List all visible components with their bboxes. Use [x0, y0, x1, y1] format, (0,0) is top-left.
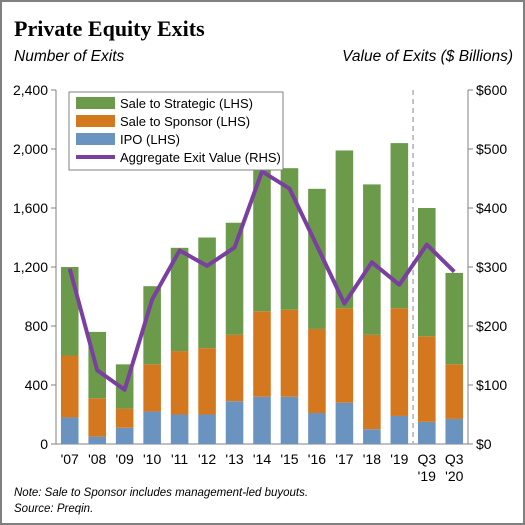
bar-sale-11: [363, 334, 381, 430]
bar-ipo-14: [445, 418, 464, 444]
x-axis-tick-label: '14: [253, 451, 271, 467]
legend-swatch: [76, 115, 115, 127]
legend-label: IPO (LHS): [120, 132, 180, 147]
left-axis-tick-label: 400: [25, 377, 49, 393]
right-axis-tick-label: $500: [476, 141, 507, 157]
bar-sale-7: [253, 311, 271, 397]
x-axis-tick-label: Q3: [445, 451, 464, 467]
bar-ipo-5: [198, 414, 216, 444]
right-axis-tick-label: $400: [476, 200, 507, 216]
bar-sale-13: [418, 208, 436, 337]
bar-sale-12: [390, 308, 409, 416]
bar-sale-0: [60, 267, 79, 356]
bar-ipo-8: [280, 396, 299, 444]
left-axis-tick-label: 2,400: [13, 82, 48, 98]
left-axis-tick-label: 1,200: [13, 259, 48, 275]
bar-ipo-11: [363, 429, 381, 444]
bar-sale-4: [170, 351, 189, 415]
bar-ipo-6: [225, 401, 244, 444]
bar-sale-8: [280, 168, 299, 310]
right-axis-tick-label: $200: [476, 318, 507, 334]
bar-ipo-9: [308, 413, 326, 444]
bar-sale-13: [418, 336, 436, 422]
bar-ipo-1: [88, 436, 106, 444]
right-axis-tick-label: $0: [476, 436, 492, 452]
legend-swatch: [76, 97, 115, 109]
legend-swatch: [76, 133, 115, 145]
x-axis-tick-label: '15: [280, 451, 298, 467]
legend-label: Aggregate Exit Value (RHS): [120, 150, 281, 165]
left-axis-tick-label: 1,600: [13, 200, 48, 216]
bar-sale-8: [280, 309, 299, 397]
right-axis-tick-label: $600: [476, 82, 507, 98]
left-axis-tick-label: 2,000: [13, 141, 48, 157]
chart-source: Source: Preqin.: [14, 503, 94, 515]
right-axis-tick-label: $100: [476, 377, 507, 393]
x-axis-tick-label: '13: [225, 451, 243, 467]
bar-sale-5: [198, 237, 216, 349]
bar-ipo-12: [390, 415, 409, 444]
bar-sale-10: [335, 308, 354, 403]
bar-ipo-2: [115, 427, 134, 444]
left-axis-tick-label: 0: [40, 436, 48, 452]
bar-sale-11: [363, 184, 381, 335]
bar-ipo-7: [253, 396, 271, 444]
bar-sale-9: [308, 188, 326, 329]
bar-sale-4: [170, 247, 189, 352]
x-axis-tick-label: '17: [335, 451, 353, 467]
bar-sale-0: [60, 355, 79, 418]
bar-sale-2: [115, 408, 134, 428]
bar-sale-5: [198, 348, 216, 415]
bar-ipo-4: [170, 414, 189, 444]
x-axis-tick-label: '18: [363, 451, 381, 467]
x-axis-tick-label: '16: [308, 451, 326, 467]
x-axis-tick-label: '19: [418, 468, 436, 484]
x-axis-tick-label: '19: [390, 451, 408, 467]
right-axis-tick-label: $300: [476, 259, 507, 275]
chart-title: Private Equity Exits: [14, 16, 205, 41]
bar-sale-14: [445, 272, 464, 365]
x-axis-tick-label: '11: [171, 451, 188, 467]
bar-sale-7: [253, 169, 271, 312]
right-axis-title: Value of Exits ($ Billions): [342, 48, 513, 65]
bar-sale-10: [335, 150, 354, 309]
bar-sale-6: [225, 334, 244, 402]
x-axis-tick-label: '08: [88, 451, 106, 467]
bar-sale-6: [225, 222, 244, 335]
x-axis-tick-label: '12: [198, 451, 216, 467]
bar-sale-3: [143, 286, 161, 365]
bar-ipo-0: [60, 417, 79, 444]
legend-label: Sale to Sponsor (LHS): [120, 114, 250, 129]
bar-sale-9: [308, 328, 326, 414]
legend-label: Sale to Strategic (LHS): [120, 96, 253, 111]
bar-sale-12: [390, 143, 409, 309]
bar-sale-3: [143, 364, 161, 412]
x-axis-tick-label: Q3: [417, 451, 436, 467]
bar-ipo-10: [335, 402, 354, 444]
bar-sale-14: [445, 364, 464, 419]
x-axis-tick-label: '10: [143, 451, 161, 467]
left-axis-tick-label: 800: [25, 318, 49, 334]
left-axis-title: Number of Exits: [14, 48, 125, 65]
bar-ipo-3: [143, 411, 161, 444]
aggregate-exit-value-line: [67, 169, 456, 392]
chart-note: Note: Sale to Sponsor includes managemen…: [14, 487, 309, 499]
x-axis-tick-label: '07: [61, 451, 79, 467]
x-axis-tick-label: '20: [445, 468, 463, 484]
bar-ipo-13: [418, 421, 436, 444]
bar-sale-1: [88, 398, 106, 437]
x-axis-tick-label: '09: [116, 451, 134, 467]
